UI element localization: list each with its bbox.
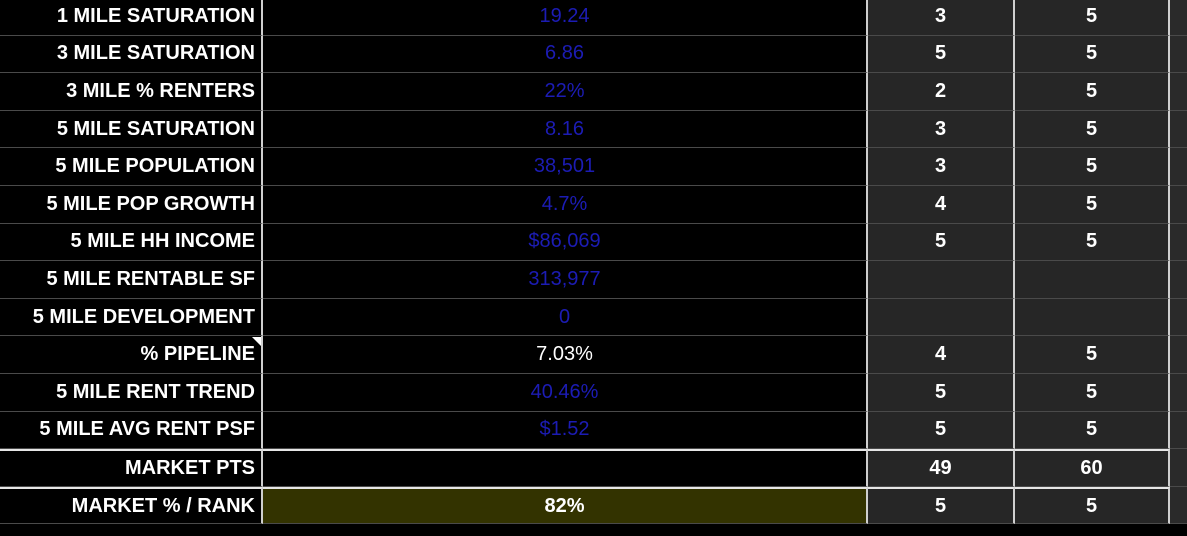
row-value (263, 449, 868, 487)
row-value: $86,069 (263, 223, 868, 262)
row-label: 5 MILE AVG RENT PSF (0, 411, 263, 450)
row-points (868, 261, 1015, 299)
column-edge (1170, 148, 1187, 186)
row-label: 5 MILE SATURATION (0, 110, 263, 149)
row-value: 0 (263, 298, 868, 337)
row-max-points: 60 (1015, 449, 1170, 487)
column-edge (1170, 73, 1187, 111)
column-edge (1170, 261, 1187, 299)
row-points: 3 (868, 148, 1015, 186)
row-value: 22% (263, 73, 868, 111)
row-max-points: 5 (1015, 374, 1170, 412)
column-edge (1170, 411, 1187, 450)
row-points: 3 (868, 0, 1015, 36)
row-label: 5 MILE POP GROWTH (0, 186, 263, 224)
row-value: 4.7% (263, 186, 868, 224)
row-max-points: 5 (1015, 336, 1170, 374)
row-points: 5 (868, 223, 1015, 262)
column-edge (1170, 0, 1187, 36)
row-max-points (1015, 298, 1170, 337)
row-points: 2 (868, 73, 1015, 111)
column-edge (1170, 486, 1187, 525)
row-points: 4 (868, 186, 1015, 224)
row-label: % PIPELINE (0, 336, 263, 374)
row-max-points (1015, 261, 1170, 299)
row-value: 19.24 (263, 0, 868, 36)
row-label: 5 MILE RENTABLE SF (0, 261, 263, 299)
row-max-points: 5 (1015, 35, 1170, 74)
row-label: 3 MILE % RENTERS (0, 73, 263, 111)
row-points: 5 (868, 35, 1015, 74)
row-points: 5 (868, 411, 1015, 450)
row-label: 5 MILE DEVELOPMENT (0, 298, 263, 337)
row-value: 40.46% (263, 374, 868, 412)
row-value: 6.86 (263, 35, 868, 74)
row-label: 5 MILE POPULATION (0, 148, 263, 186)
row-value: $1.52 (263, 411, 868, 450)
row-points (868, 298, 1015, 337)
row-label: MARKET PTS (0, 449, 263, 487)
row-points: 4 (868, 336, 1015, 374)
row-points: 5 (868, 374, 1015, 412)
column-edge (1170, 374, 1187, 412)
row-max-points: 5 (1015, 110, 1170, 149)
row-max-points: 5 (1015, 0, 1170, 36)
row-value: 7.03% (263, 336, 868, 374)
row-label: 5 MILE HH INCOME (0, 223, 263, 262)
row-label: MARKET % / RANK (0, 486, 263, 525)
column-edge (1170, 186, 1187, 224)
column-edge (1170, 449, 1187, 487)
row-value: 8.16 (263, 110, 868, 149)
row-value: 82% (263, 486, 868, 525)
row-value: 38,501 (263, 148, 868, 186)
comment-indicator (252, 337, 261, 347)
row-label: 3 MILE SATURATION (0, 35, 263, 74)
row-points: 5 (868, 486, 1015, 525)
column-edge (1170, 223, 1187, 262)
row-max-points: 5 (1015, 411, 1170, 450)
row-max-points: 5 (1015, 73, 1170, 111)
row-max-points: 5 (1015, 186, 1170, 224)
column-edge (1170, 298, 1187, 337)
column-edge (1170, 35, 1187, 74)
row-max-points: 5 (1015, 148, 1170, 186)
row-points: 49 (868, 449, 1015, 487)
row-label: 1 MILE SATURATION (0, 0, 263, 36)
row-points: 3 (868, 110, 1015, 149)
column-edge (1170, 110, 1187, 149)
row-label: 5 MILE RENT TREND (0, 374, 263, 412)
column-edge (1170, 336, 1187, 374)
row-max-points: 5 (1015, 486, 1170, 525)
row-value: 313,977 (263, 261, 868, 299)
row-max-points: 5 (1015, 223, 1170, 262)
